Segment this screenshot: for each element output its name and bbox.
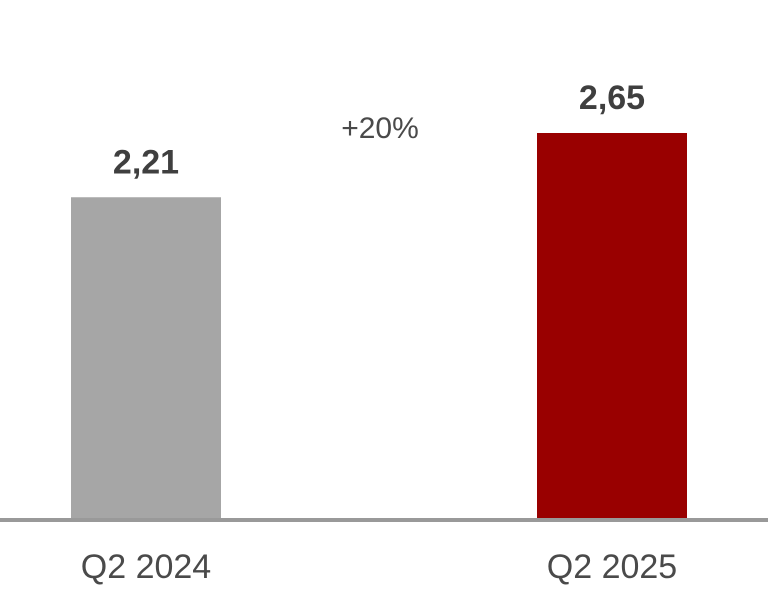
value-label-q2-2024: 2,21 [113,143,179,181]
category-label-q2-2024: Q2 2024 [81,548,211,586]
category-label-q2-2025: Q2 2025 [547,548,677,586]
bars-layer [71,133,687,521]
change-annotation: +20% [341,112,419,145]
labels-layer: 2,21 Q2 2024 2,65 Q2 2025 [81,79,677,586]
bar-q2-2024 [71,197,221,521]
bar-q2-2025 [537,133,687,520]
value-label-q2-2025: 2,65 [579,79,645,117]
